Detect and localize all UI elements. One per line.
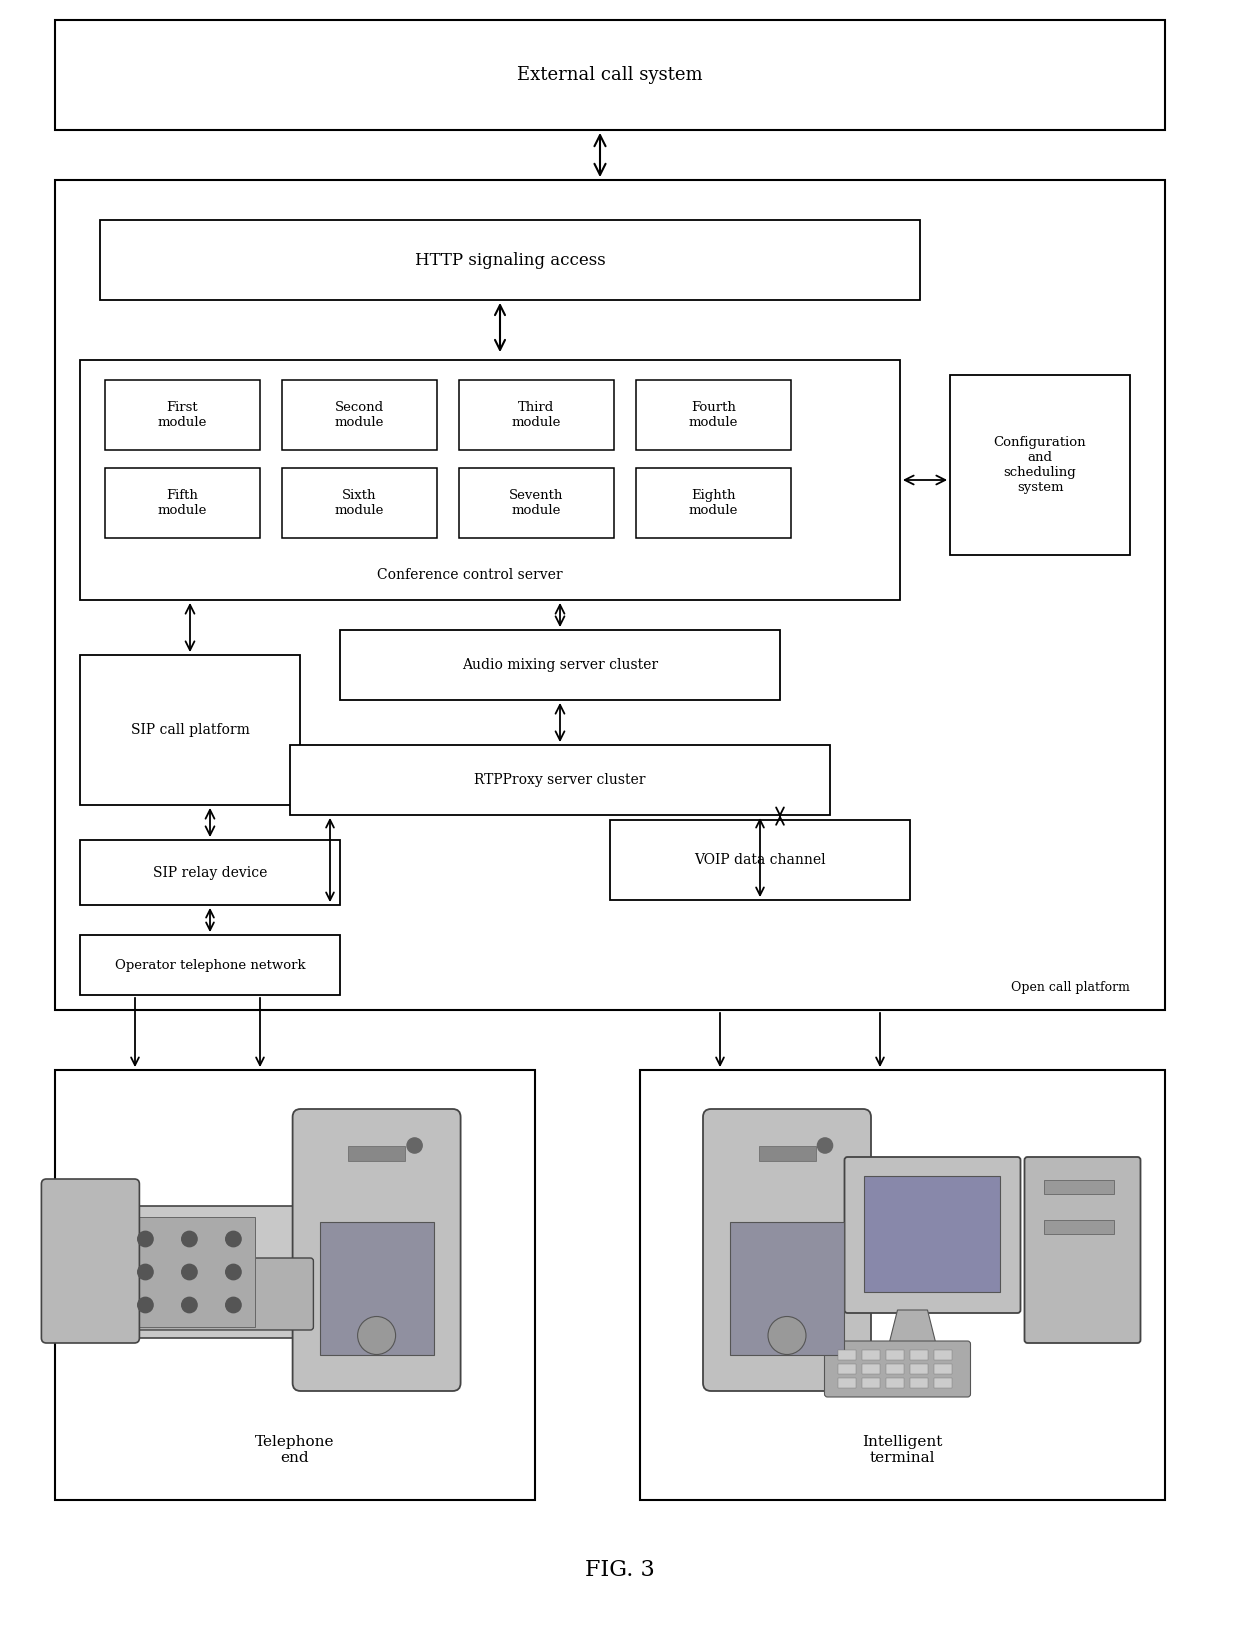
Bar <box>862 1364 879 1374</box>
Bar <box>1044 1219 1114 1234</box>
Text: Audio mixing server cluster: Audio mixing server cluster <box>463 659 658 672</box>
FancyBboxPatch shape <box>41 1178 139 1343</box>
Bar <box>863 1175 999 1293</box>
FancyBboxPatch shape <box>825 1341 971 1397</box>
Polygon shape <box>79 1206 321 1338</box>
Bar <box>81 839 340 905</box>
Circle shape <box>407 1138 422 1152</box>
Text: Sixth
module: Sixth module <box>335 489 384 517</box>
Text: VOIP data channel: VOIP data channel <box>694 852 826 867</box>
Bar <box>100 220 920 300</box>
Circle shape <box>226 1265 241 1280</box>
Bar <box>290 745 830 815</box>
Bar <box>862 1377 879 1389</box>
Text: Fourth
module: Fourth module <box>688 401 738 429</box>
Bar <box>348 1146 405 1161</box>
Text: RTPProxy server cluster: RTPProxy server cluster <box>474 773 646 787</box>
Polygon shape <box>888 1311 937 1350</box>
Circle shape <box>768 1317 806 1355</box>
Bar <box>281 380 436 450</box>
Text: SIP relay device: SIP relay device <box>153 866 267 880</box>
Circle shape <box>182 1231 197 1247</box>
Text: Fifth
module: Fifth module <box>157 489 207 517</box>
Bar <box>636 380 791 450</box>
Bar <box>885 1350 904 1359</box>
Bar <box>909 1364 928 1374</box>
Bar <box>105 380 260 450</box>
Bar <box>55 1069 534 1500</box>
Circle shape <box>226 1231 241 1247</box>
Bar <box>636 468 791 538</box>
Circle shape <box>138 1265 153 1280</box>
Bar <box>55 20 1166 130</box>
Text: Eighth
module: Eighth module <box>688 489 738 517</box>
FancyBboxPatch shape <box>66 1258 314 1330</box>
Bar <box>640 1069 1166 1500</box>
Bar <box>459 380 614 450</box>
Bar <box>281 468 436 538</box>
FancyBboxPatch shape <box>844 1157 1021 1314</box>
Bar <box>837 1377 856 1389</box>
Bar <box>81 360 900 600</box>
Circle shape <box>182 1265 197 1280</box>
Bar <box>934 1364 951 1374</box>
Bar <box>610 820 910 900</box>
Circle shape <box>817 1138 832 1152</box>
Circle shape <box>138 1297 153 1312</box>
Text: Second
module: Second module <box>335 401 384 429</box>
Bar <box>124 1218 255 1327</box>
Text: External call system: External call system <box>517 65 703 85</box>
Bar <box>320 1221 434 1355</box>
Bar <box>934 1377 951 1389</box>
Circle shape <box>138 1231 153 1247</box>
Bar <box>81 936 340 994</box>
Bar <box>837 1364 856 1374</box>
FancyBboxPatch shape <box>703 1108 870 1390</box>
Bar <box>862 1350 879 1359</box>
Text: Configuration
and
scheduling
system: Configuration and scheduling system <box>993 435 1086 494</box>
Text: SIP call platform: SIP call platform <box>130 724 249 737</box>
Text: First
module: First module <box>157 401 207 429</box>
Bar <box>759 1146 816 1161</box>
Bar <box>1044 1180 1114 1195</box>
FancyBboxPatch shape <box>1024 1157 1141 1343</box>
Text: HTTP signaling access: HTTP signaling access <box>414 251 605 269</box>
Bar <box>105 468 260 538</box>
Text: FIG. 3: FIG. 3 <box>585 1558 655 1581</box>
Bar <box>909 1350 928 1359</box>
Bar <box>950 375 1130 554</box>
Circle shape <box>226 1297 241 1312</box>
Text: Third
module: Third module <box>512 401 562 429</box>
Text: Intelligent
terminal: Intelligent terminal <box>862 1434 942 1465</box>
Bar <box>81 655 300 805</box>
Bar <box>909 1377 928 1389</box>
Text: Conference control server: Conference control server <box>377 567 563 582</box>
Bar <box>837 1350 856 1359</box>
Bar <box>340 631 780 699</box>
Bar <box>934 1350 951 1359</box>
Bar <box>885 1377 904 1389</box>
FancyBboxPatch shape <box>293 1108 460 1390</box>
Bar <box>55 179 1166 1011</box>
Text: Operator telephone network: Operator telephone network <box>114 958 305 971</box>
Bar <box>730 1221 844 1355</box>
Circle shape <box>357 1317 396 1355</box>
Text: Seventh
module: Seventh module <box>510 489 564 517</box>
Bar <box>885 1364 904 1374</box>
Circle shape <box>182 1297 197 1312</box>
Text: Open call platform: Open call platform <box>1011 981 1130 994</box>
Bar <box>459 468 614 538</box>
Text: Telephone
end: Telephone end <box>255 1434 335 1465</box>
